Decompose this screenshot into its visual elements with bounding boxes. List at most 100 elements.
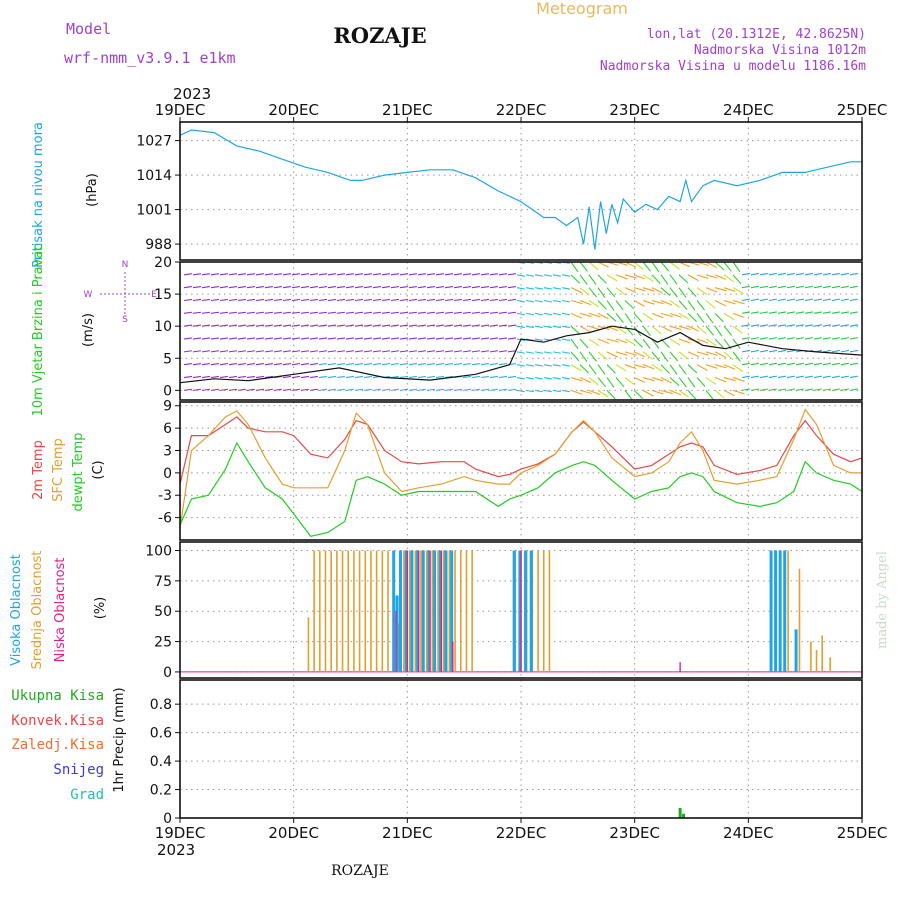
wind-arrow [471,350,480,353]
wind-arrow [435,273,444,276]
wind-arrow [282,388,291,391]
wind-arrow [183,350,192,353]
wind-arrow [840,272,849,276]
wind-arrow [318,388,327,391]
wind-arrow [705,287,718,293]
wind-arrow [381,324,390,327]
wind-arrow [705,351,718,356]
wind-arrow [732,299,745,305]
wind-arrow [561,338,570,341]
wind-arrow [642,364,655,370]
wind-arrow [372,388,381,391]
wind-arrow [192,388,201,391]
wind-arrow [696,325,707,335]
wind-arrow [660,325,673,332]
wind-arrow [363,298,372,302]
pressure-line [179,129,862,250]
wind-arrow [696,364,708,371]
cloud-high-bar [778,550,782,672]
wind-arrow [318,324,327,327]
wind-arrow [444,375,453,379]
wind-arrow [534,389,543,393]
cloud-high-bar [450,550,454,672]
sfc-ylabel: SFC Temp [51,438,66,502]
wind-arrow [534,364,543,367]
top-xtick-label: 21DEC [382,101,433,119]
wind-arrow [219,286,228,289]
wind-arrow [696,300,705,311]
wind-arrow [786,388,795,391]
wind-arrow [849,311,858,314]
wind-arrow [426,375,435,379]
wind-arrow [597,364,606,375]
wind-arrow [822,362,831,366]
wind-arrow [633,287,646,292]
wind-arrow [786,298,795,302]
cloud-mid-bar [381,550,384,672]
wind-arrow [750,272,759,276]
wind-arrow [354,324,363,327]
wind-arrow [399,324,408,327]
wind-arrow [471,363,480,366]
wind-speed-line [179,325,863,384]
wind-arrow [336,324,345,327]
wind-arrow [678,389,690,398]
wind-arrow [687,377,696,388]
wind-arrow [309,375,318,379]
wind-arrow [588,300,600,308]
wind-arrow [543,351,552,354]
cloud-mid-bar [821,635,824,672]
wind-arrow [480,286,489,289]
wind-arrow [597,261,610,268]
wind-arrow [579,351,588,362]
bottom-xtick-label: 22DEC [496,824,547,842]
wind-arrow [381,286,390,289]
wind-arrow [246,337,255,340]
wind-arrow [264,273,273,276]
wind-arrow [471,311,480,314]
wind-arrow [201,363,210,366]
wind-arrow [264,311,273,314]
wind-arrow [651,325,662,335]
wind-arrow [435,324,444,327]
wind-arrow [732,312,745,318]
cloud-mid-bar [408,550,411,672]
wind-arrow [255,388,264,391]
temperature-ytick-label: -3 [158,488,172,504]
wind-arrow [552,299,561,303]
wind-arrow [606,377,615,388]
wind-arrow [741,298,750,302]
wind-arrow [201,337,210,340]
temp2m-line [179,416,863,485]
cloud-low-bar [452,641,454,672]
wind-arrow [786,285,795,289]
top-xtick-label: 25DEC [837,101,888,119]
wind-arrow [453,311,462,314]
cloud-mid-bar [537,550,539,672]
wind-arrow [201,298,210,302]
wind-arrow [390,298,399,302]
wind-arrow [561,376,570,380]
cloud-mid-bar [319,550,321,672]
wind-arrow [516,312,525,316]
wind-arrow [804,362,813,366]
wind-arrow [534,325,543,329]
wind-arrow [336,298,345,302]
cloud-mid-bar [324,550,327,672]
wind-arrow [579,325,591,333]
wind-arrow [300,311,309,314]
wind-arrow [210,350,219,353]
wind-ytick-label: 5 [163,351,172,367]
wind-arrow [264,350,273,353]
wind-arrow [354,375,363,379]
wind-arrow [669,364,678,375]
wind-arrow [777,272,786,276]
wind-arrow [624,274,637,279]
wind-arrow [624,364,637,370]
wind-arrow [849,298,858,302]
wind-arrow [219,311,228,314]
wind-arrow [327,350,336,353]
wind-arrow [642,299,655,305]
wind-arrow [489,324,498,327]
wind-arrow [489,350,498,353]
